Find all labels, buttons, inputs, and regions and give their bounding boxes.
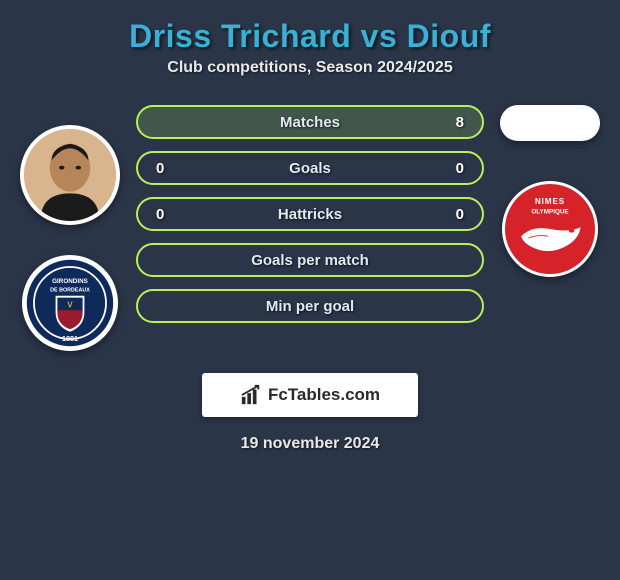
stat-row: 0Hattricks0 [136,197,484,231]
svg-text:DE BORDEAUX: DE BORDEAUX [50,287,90,293]
nimes-crest-icon: NIMES OLYMPIQUE [505,184,595,274]
stat-label: Goals per match [180,252,440,269]
person-icon [24,129,116,221]
stat-row: Matches8 [136,105,484,139]
stat-label: Goals [180,160,440,177]
stat-row: Goals per match [136,243,484,277]
svg-text:1881: 1881 [62,334,78,343]
svg-text:OLYMPIQUE: OLYMPIQUE [531,209,568,216]
comparison-card: Driss Trichard vs Diouf Club competition… [0,0,620,453]
stat-label: Hattricks [180,206,440,223]
stat-label: Matches [180,114,440,131]
svg-text:NIMES: NIMES [535,197,565,206]
stat-row: 0Goals0 [136,151,484,185]
right-player-avatar [500,105,600,141]
svg-text:V: V [67,301,73,310]
source-attribution: FcTables.com [202,373,418,417]
page-title: Driss Trichard vs Diouf [0,18,620,55]
stat-label: Min per goal [180,298,440,315]
bar-chart-icon [240,384,262,406]
main-row: GIRONDINS DE BORDEAUX V 1881 Matches80Go… [0,105,620,351]
svg-text:GIRONDINS: GIRONDINS [52,278,88,285]
left-club-badge: GIRONDINS DE BORDEAUX V 1881 [22,255,118,351]
left-player-avatar [20,125,120,225]
date-text: 19 november 2024 [0,435,620,453]
stats-column: Matches80Goals00Hattricks0Goals per matc… [130,105,490,323]
page-subtitle: Club competitions, Season 2024/2025 [0,59,620,77]
stat-right-value: 0 [440,160,464,177]
stat-left-value: 0 [156,206,180,223]
right-player-column: NIMES OLYMPIQUE [490,105,610,277]
bordeaux-crest-icon: GIRONDINS DE BORDEAUX V 1881 [25,258,115,348]
source-name: FcTables.com [268,385,380,405]
left-player-column: GIRONDINS DE BORDEAUX V 1881 [10,105,130,351]
stat-row: Min per goal [136,289,484,323]
blank-oval-icon [500,105,600,141]
stat-right-value: 8 [440,114,464,131]
stat-left-value: 0 [156,160,180,177]
right-club-badge: NIMES OLYMPIQUE [502,181,598,277]
stat-right-value: 0 [440,206,464,223]
